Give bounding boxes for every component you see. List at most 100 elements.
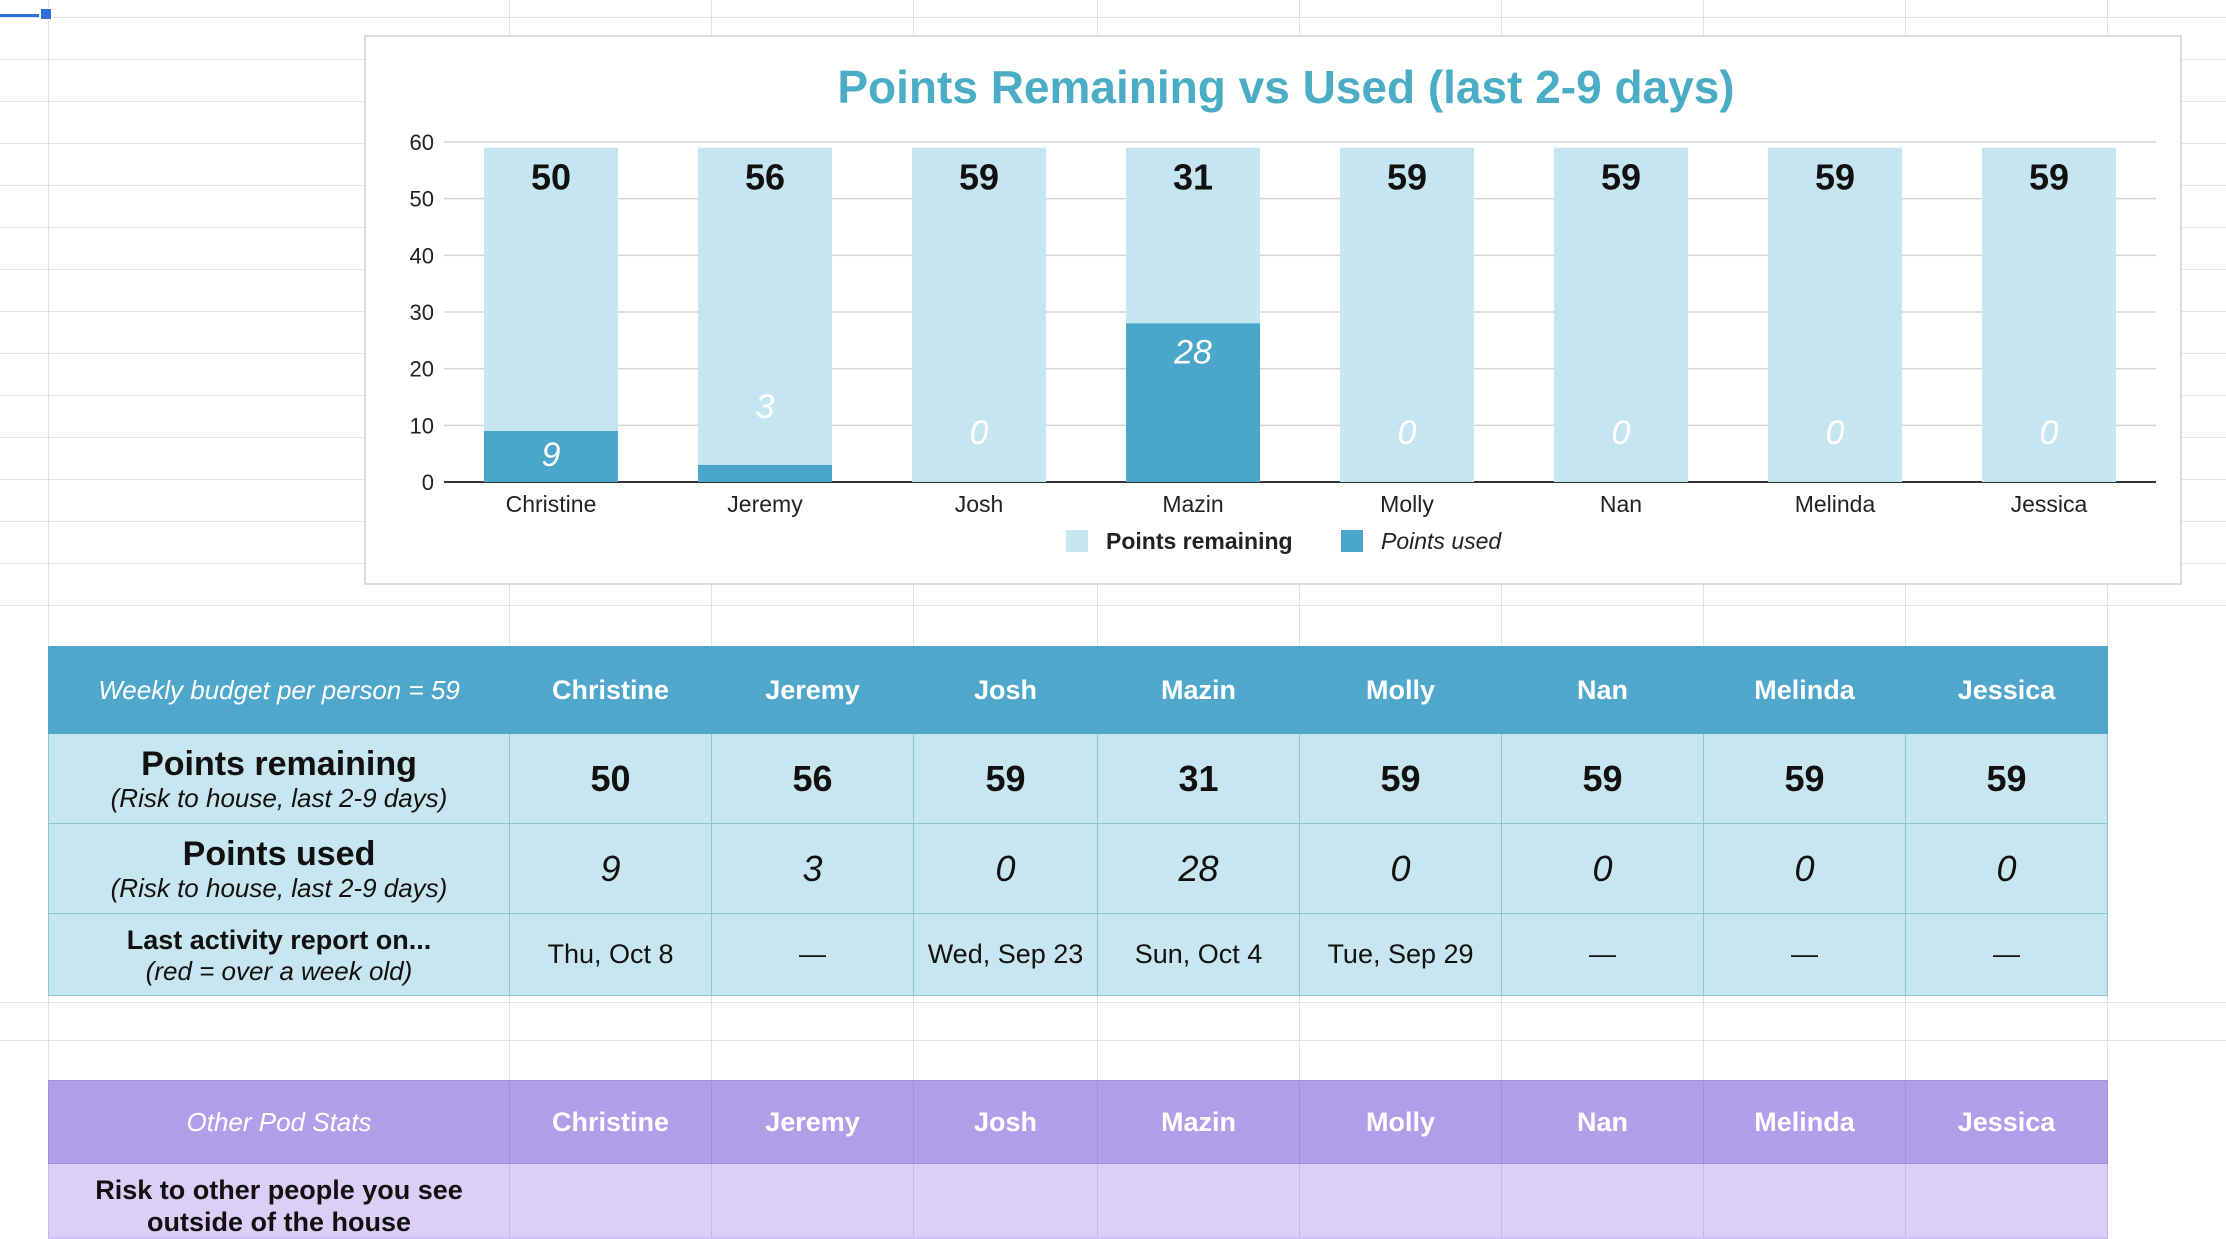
pod-header-row: Other Pod Stats Christine Jeremy Josh Ma… [48, 1080, 2108, 1164]
y-tick-label: 0 [422, 470, 434, 495]
y-tick-label: 60 [410, 130, 434, 155]
x-category-label: Christine [506, 491, 597, 517]
pod-col-melinda[interactable]: Melinda [1703, 1080, 1906, 1164]
pod-col-jeremy[interactable]: Jeremy [711, 1080, 914, 1164]
points-used-row: Points used (Risk to house, last 2-9 day… [48, 823, 2108, 914]
grid-col-line [48, 0, 49, 1218]
data-label-remaining: 31 [1173, 157, 1213, 198]
selected-cell-handle[interactable] [0, 0, 53, 21]
pod-col-christine[interactable]: Christine [509, 1080, 712, 1164]
last-activity-sublabel: (red = over a week old) [145, 955, 413, 986]
data-label-used: 3 [756, 388, 775, 426]
legend-label[interactable]: Points remaining [1106, 528, 1293, 554]
points-used-cell[interactable]: 0 [913, 823, 1098, 914]
last-activity-cell[interactable]: — [1703, 913, 1906, 996]
grid-col-line [1905, 0, 1906, 1218]
data-label-used: 0 [1398, 414, 1417, 452]
points-used-cell[interactable]: 0 [1905, 823, 2108, 914]
grid-col-line [509, 0, 510, 1218]
bar-points-remaining[interactable] [1126, 147, 1260, 324]
pod-risk-row: Risk to other people you see outside of … [48, 1163, 2108, 1239]
stacked-bar-chart[interactable]: Points Remaining vs Used (last 2-9 days)… [364, 35, 2182, 585]
legend-label[interactable]: Points used [1381, 528, 1502, 554]
pod-col-josh[interactable]: Josh [913, 1080, 1098, 1164]
last-activity-label: Last activity report on... [126, 924, 432, 955]
points-remaining-label-cell[interactable]: Points remaining (Risk to house, last 2-… [48, 733, 510, 824]
data-label-remaining: 59 [2029, 157, 2069, 198]
points-remaining-cell[interactable]: 56 [711, 733, 914, 824]
x-category-label: Jeremy [727, 491, 803, 517]
grid-row-line [0, 605, 2226, 606]
points-used-cell[interactable]: 3 [711, 823, 914, 914]
grid-row-line [0, 1002, 2226, 1003]
points-used-cell[interactable]: 0 [1703, 823, 1906, 914]
pod-col-molly[interactable]: Molly [1299, 1080, 1502, 1164]
last-activity-cell[interactable]: Sun, Oct 4 [1097, 913, 1300, 996]
budget-header-label[interactable]: Weekly budget per person = 59 [48, 646, 510, 734]
budget-col-christine[interactable]: Christine [509, 646, 712, 734]
points-remaining-cell[interactable]: 59 [1905, 733, 2108, 824]
points-remaining-cell[interactable]: 31 [1097, 733, 1300, 824]
chart-title: Points Remaining vs Used (last 2-9 days) [837, 61, 1734, 113]
bar-points-remaining[interactable] [1554, 147, 1688, 482]
data-label-used: 0 [1612, 414, 1631, 452]
points-remaining-cell[interactable]: 50 [509, 733, 712, 824]
bar-points-remaining[interactable] [1340, 147, 1474, 482]
points-remaining-cell[interactable]: 59 [1299, 733, 1502, 824]
points-used-cell[interactable]: 9 [509, 823, 712, 914]
points-used-sublabel: (Risk to house, last 2-9 days) [110, 872, 448, 903]
last-activity-cell[interactable]: — [1905, 913, 2108, 996]
points-used-cell[interactable]: 0 [1501, 823, 1704, 914]
last-activity-label-cell[interactable]: Last activity report on... (red = over a… [48, 913, 510, 996]
points-remaining-cell[interactable]: 59 [913, 733, 1098, 824]
points-remaining-cell[interactable]: 59 [1501, 733, 1704, 824]
pod-risk-label-cell[interactable]: Risk to other people you see outside of … [48, 1163, 510, 1239]
last-activity-cell[interactable]: Tue, Sep 29 [1299, 913, 1502, 996]
pod-stats-table: Other Pod Stats Christine Jeremy Josh Ma… [48, 1080, 2108, 1239]
budget-col-melinda[interactable]: Melinda [1703, 646, 1906, 734]
pod-risk-cell[interactable] [1905, 1163, 2108, 1239]
bar-points-remaining[interactable] [698, 147, 832, 465]
budget-col-nan[interactable]: Nan [1501, 646, 1704, 734]
points-used-cell[interactable]: 28 [1097, 823, 1300, 914]
grid-col-line [1703, 0, 1704, 1218]
chart-legend[interactable]: Points remaining Points used [1066, 528, 1502, 554]
x-category-label: Melinda [1795, 491, 1876, 517]
bar-points-used[interactable] [1126, 323, 1260, 482]
pod-risk-cell[interactable] [913, 1163, 1098, 1239]
pod-header-label[interactable]: Other Pod Stats [48, 1080, 510, 1164]
last-activity-cell[interactable]: — [711, 913, 914, 996]
pod-col-nan[interactable]: Nan [1501, 1080, 1704, 1164]
bar-points-remaining[interactable] [1768, 147, 1902, 482]
pod-risk-cell[interactable] [1703, 1163, 1906, 1239]
last-activity-cell[interactable]: Wed, Sep 23 [913, 913, 1098, 996]
bar-points-remaining[interactable] [484, 147, 618, 431]
bar-points-remaining[interactable] [912, 147, 1046, 482]
points-remaining-cell[interactable]: 59 [1703, 733, 1906, 824]
budget-col-josh[interactable]: Josh [913, 646, 1098, 734]
pod-risk-cell[interactable] [1097, 1163, 1300, 1239]
data-label-remaining: 59 [1815, 157, 1855, 198]
pod-risk-cell[interactable] [1299, 1163, 1502, 1239]
budget-col-jessica[interactable]: Jessica [1905, 646, 2108, 734]
pod-risk-cell[interactable] [711, 1163, 914, 1239]
budget-col-mazin[interactable]: Mazin [1097, 646, 1300, 734]
data-label-remaining: 59 [959, 157, 999, 198]
pod-risk-cell[interactable] [1501, 1163, 1704, 1239]
budget-col-molly[interactable]: Molly [1299, 646, 1502, 734]
x-category-label: Josh [955, 491, 1004, 517]
budget-col-jeremy[interactable]: Jeremy [711, 646, 914, 734]
data-label-remaining: 56 [745, 157, 785, 198]
bar-points-used[interactable] [698, 465, 832, 482]
pod-col-jessica[interactable]: Jessica [1905, 1080, 2108, 1164]
pod-risk-cell[interactable] [509, 1163, 712, 1239]
points-used-label-cell[interactable]: Points used (Risk to house, last 2-9 day… [48, 823, 510, 914]
bar-points-remaining[interactable] [1982, 147, 2116, 482]
last-activity-cell[interactable]: Thu, Oct 8 [509, 913, 712, 996]
pod-col-mazin[interactable]: Mazin [1097, 1080, 1300, 1164]
points-used-cell[interactable]: 0 [1299, 823, 1502, 914]
bar-points-used[interactable] [484, 431, 618, 482]
grid-col-line [711, 0, 712, 1218]
data-label-remaining: 59 [1387, 157, 1427, 198]
last-activity-cell[interactable]: — [1501, 913, 1704, 996]
